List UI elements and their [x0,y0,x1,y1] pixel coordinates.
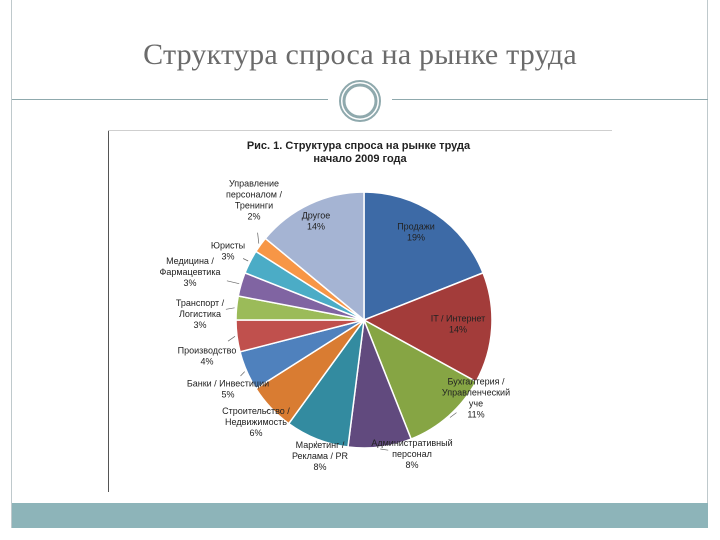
slice-label-line: IT / Интернет [431,314,486,324]
slice-label: IT / Интернет 14% [431,314,486,335]
pie-slice [362,318,478,440]
slice-label-line: Маркетинг / [296,440,345,450]
leader-line [257,232,260,244]
slice-label-line: 14% [449,325,467,335]
slice-label-line: Недвижимость [225,417,287,427]
slice-label-line: Управление [229,179,279,189]
slice-labels: Продажи 19%IT / Интернет 14%Бухгалтерия / У… [160,179,511,473]
slice-label: Производство 4% [178,346,237,367]
slice-label-line: 19% [407,233,425,243]
slice-label-line: Медицина / [166,256,214,266]
slice-label: Управление персоналом / Тренинги 2% [226,179,283,222]
slice-label-line: 5% [221,390,234,400]
slice-label-line: Фармацевтика [160,267,221,277]
slice-label: Другое 14% [302,211,331,232]
slice-label: Банки / Инвестиции 5% [187,379,269,400]
circle-ornament-icon [339,80,381,122]
leader-line [315,440,318,445]
pie-slice [264,191,365,322]
slice-label-line: 11% [467,410,484,420]
slice-label-line: 3% [193,320,206,330]
slice-label-line: Административный [371,438,452,448]
footer-bar [12,503,708,528]
chart-border-left [108,130,109,492]
chart-title: Рис. 1. Структура спроса на рынке труда … [247,140,473,165]
leader-line [449,412,457,418]
slice-label: Маркетинг / Реклама / PR 8% [292,440,349,472]
leader-line [240,371,245,377]
slide-title: Структура спроса на рынке труда [143,38,577,71]
slice-label-line: Банки / Инвестиции [187,379,269,389]
slice-label-line: Логистика [179,309,221,319]
slice-label: Юристы 3% [211,241,245,262]
slice-label-line: Реклама / PR [292,451,349,461]
title-rule-right [392,99,708,100]
chart-title-line-1: Рис. 1. Структура спроса на рынке труда [247,140,471,152]
title-rule-left [12,99,328,100]
slice-label-line: 8% [405,460,418,470]
slice-label-line: Другое [302,211,331,221]
slice-label: Продажи 19% [397,222,435,243]
slice-label-line: 6% [249,428,262,438]
slice-label-line: Производство [178,346,237,356]
slice-label-line: 4% [200,357,213,367]
slice-label-line: Строительство / [222,406,290,416]
slice-label-line: Продажи [397,222,435,232]
slide-frame-right [707,0,708,528]
slice-label-line: 2% [247,212,260,222]
leader-line [226,280,240,285]
slice-label: Медицина / Фармацевтика 3% [160,256,221,288]
slice-label-line: 3% [221,252,234,262]
leader-line [242,258,249,262]
slice-label-line: персоналом / [226,190,283,200]
slice-label-line: 3% [183,278,196,288]
slice-label: Бухгалтерия / Управленческий уче 11% [442,377,510,420]
leader-line [227,336,236,342]
chart-title-line-2: начало 2009 года [313,153,407,165]
slice-label-line: персонал [392,449,432,459]
chart-border-top [108,130,612,131]
slide-frame-left [11,0,12,528]
leader-lines [225,232,457,451]
slice-label-line: уче [469,399,483,409]
pie-slice [363,191,484,322]
leader-line [265,408,270,413]
slice-label: Транспорт / Логистика 3% [176,298,225,330]
pie-slices [235,191,493,449]
leader-line [225,307,235,310]
slice-label-line: Бухгалтерия / [448,377,505,387]
leader-line [380,448,389,451]
slice-label-line: Юристы [211,241,245,251]
slice-label-line: 8% [313,462,326,472]
slice-label: Административный персонал 8% [371,438,452,470]
pie-slice [362,271,493,383]
slice-label: Строительство / Недвижимость 6% [222,406,290,438]
slice-label-line: 14% [307,222,325,232]
slice-label-line: Тренинги [235,201,273,211]
slice-label-line: Транспорт / [176,298,225,308]
slice-label-line: Управленческий [442,388,510,398]
